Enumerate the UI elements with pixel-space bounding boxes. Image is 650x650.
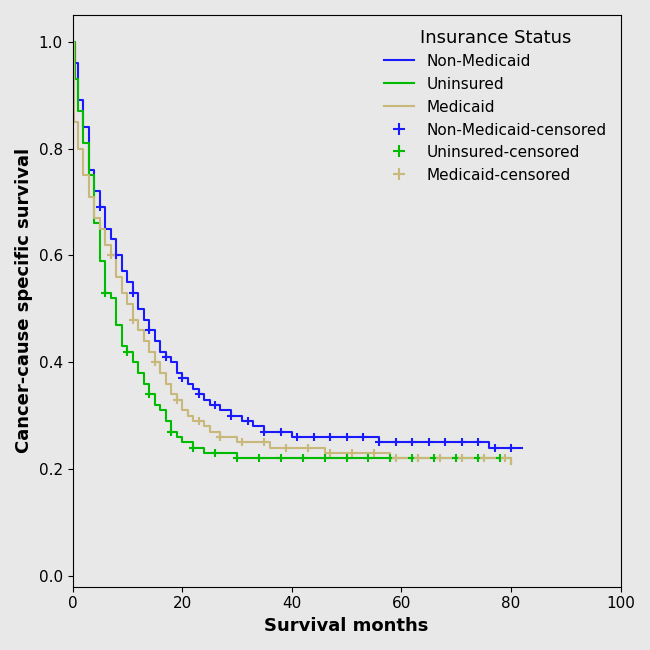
- Line: Medicaid-censored: Medicaid-censored: [107, 252, 510, 463]
- Medicaid-censored: [304, 444, 312, 452]
- Non-Medicaid: [474, 439, 482, 447]
- Non-Medicaid-censored: [458, 439, 465, 447]
- Non-Medicaid-censored: [376, 439, 384, 447]
- Medicaid-censored: [436, 454, 443, 462]
- Medicaid-censored: [480, 454, 488, 462]
- Non-Medicaid-censored: [441, 439, 449, 447]
- Uninsured-censored: [496, 454, 504, 462]
- Medicaid: [485, 454, 493, 462]
- Non-Medicaid-censored: [310, 433, 318, 441]
- Uninsured-censored: [365, 454, 372, 462]
- Non-Medicaid-censored: [162, 353, 170, 361]
- Medicaid: [135, 316, 142, 324]
- Non-Medicaid-censored: [244, 417, 252, 425]
- Uninsured-censored: [167, 428, 175, 436]
- Medicaid-censored: [392, 454, 400, 462]
- Non-Medicaid-censored: [112, 252, 120, 259]
- Uninsured-censored: [430, 454, 438, 462]
- Non-Medicaid-censored: [211, 401, 219, 409]
- Non-Medicaid-censored: [277, 428, 285, 436]
- Line: Medicaid: Medicaid: [73, 42, 511, 464]
- Medicaid: [205, 422, 213, 430]
- Non-Medicaid: [518, 444, 526, 452]
- Non-Medicaid-censored: [408, 439, 416, 447]
- Y-axis label: Cancer-cause specific survival: Cancer-cause specific survival: [15, 148, 33, 454]
- Line: Uninsured-censored: Uninsured-censored: [101, 289, 504, 463]
- Non-Medicaid-censored: [178, 374, 186, 382]
- Non-Medicaid-censored: [507, 444, 515, 452]
- Uninsured-censored: [320, 454, 328, 462]
- Uninsured: [452, 454, 460, 462]
- Uninsured-censored: [233, 454, 241, 462]
- Uninsured: [69, 38, 77, 46]
- Uninsured-censored: [387, 454, 395, 462]
- Uninsured-censored: [124, 348, 131, 356]
- Non-Medicaid-censored: [491, 444, 499, 452]
- Medicaid-censored: [151, 358, 159, 366]
- Non-Medicaid-censored: [425, 439, 433, 447]
- Medicaid-censored: [173, 396, 181, 404]
- Line: Non-Medicaid-censored: Non-Medicaid-censored: [96, 203, 515, 452]
- Non-Medicaid-censored: [129, 289, 136, 297]
- Medicaid-censored: [370, 449, 378, 457]
- Uninsured: [140, 380, 148, 387]
- Non-Medicaid-censored: [146, 326, 153, 334]
- Non-Medicaid-censored: [293, 433, 301, 441]
- Medicaid-censored: [107, 252, 115, 259]
- Non-Medicaid-censored: [343, 433, 350, 441]
- Uninsured: [507, 460, 515, 468]
- Medicaid-censored: [239, 439, 246, 447]
- Non-Medicaid-censored: [227, 412, 235, 420]
- Non-Medicaid-censored: [359, 433, 367, 441]
- Non-Medicaid-censored: [474, 439, 482, 447]
- Medicaid: [140, 337, 148, 345]
- Non-Medicaid-censored: [261, 428, 268, 436]
- Non-Medicaid-censored: [96, 203, 104, 211]
- Uninsured-censored: [255, 454, 263, 462]
- Uninsured: [474, 454, 482, 462]
- Medicaid-censored: [129, 316, 136, 324]
- Non-Medicaid: [205, 396, 213, 404]
- Non-Medicaid-censored: [392, 439, 400, 447]
- Medicaid-censored: [216, 433, 224, 441]
- Uninsured-censored: [474, 454, 482, 462]
- Uninsured-censored: [189, 444, 197, 452]
- Uninsured-censored: [146, 391, 153, 398]
- Medicaid: [69, 38, 77, 46]
- Non-Medicaid-censored: [326, 433, 334, 441]
- Medicaid-censored: [502, 454, 510, 462]
- Line: Uninsured: Uninsured: [73, 42, 511, 464]
- Medicaid-censored: [261, 439, 268, 447]
- Medicaid-censored: [282, 444, 290, 452]
- Uninsured-censored: [211, 449, 219, 457]
- Uninsured: [441, 454, 449, 462]
- Non-Medicaid-censored: [195, 391, 203, 398]
- Non-Medicaid: [69, 38, 77, 46]
- Non-Medicaid: [140, 316, 148, 324]
- Uninsured-censored: [299, 454, 307, 462]
- Medicaid: [255, 439, 263, 447]
- Medicaid-censored: [195, 417, 203, 425]
- Uninsured: [463, 454, 471, 462]
- Medicaid-censored: [348, 449, 356, 457]
- Non-Medicaid: [485, 444, 493, 452]
- Uninsured-censored: [452, 454, 460, 462]
- Medicaid: [507, 460, 515, 468]
- X-axis label: Survival months: Survival months: [265, 617, 429, 635]
- Medicaid-censored: [326, 449, 334, 457]
- Medicaid: [178, 396, 186, 404]
- Uninsured-censored: [101, 289, 109, 297]
- Non-Medicaid: [96, 203, 104, 211]
- Medicaid-censored: [414, 454, 422, 462]
- Non-Medicaid: [310, 433, 318, 441]
- Uninsured-censored: [277, 454, 285, 462]
- Line: Non-Medicaid: Non-Medicaid: [73, 42, 522, 448]
- Uninsured-censored: [343, 454, 350, 462]
- Legend: Non-Medicaid, Uninsured, Medicaid, Non-Medicaid-censored, Uninsured-censored, Me: Non-Medicaid, Uninsured, Medicaid, Non-M…: [378, 23, 613, 189]
- Non-Medicaid: [277, 428, 285, 436]
- Medicaid-censored: [458, 454, 465, 462]
- Uninsured-censored: [408, 454, 416, 462]
- Uninsured: [277, 454, 285, 462]
